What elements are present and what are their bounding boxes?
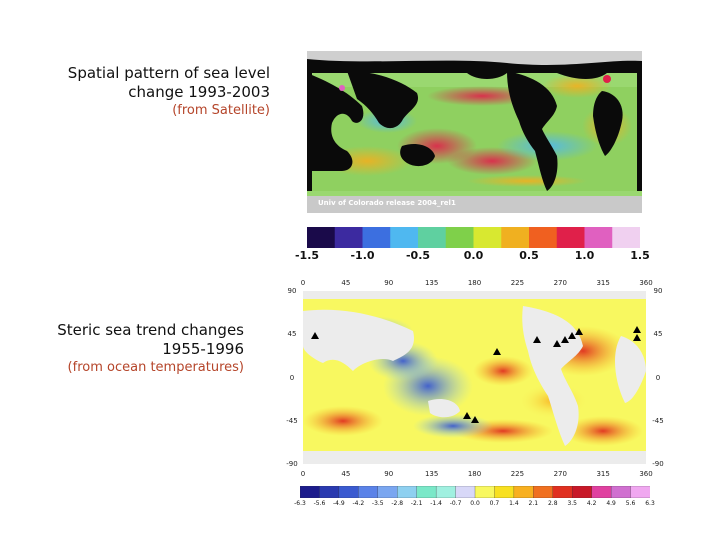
colorbar-label: 4.2 — [586, 500, 597, 507]
colorbar-swatch — [612, 227, 640, 248]
colorbar-swatch — [377, 486, 398, 498]
colorbar-swatch — [397, 486, 418, 498]
colorbar-label: 4.9 — [606, 500, 616, 507]
map-credit: Univ of Colorado release 2004_rel1 — [318, 199, 456, 207]
colorbar-label: -5.6 — [313, 500, 326, 507]
colorbar-label: 0.0 — [463, 249, 484, 262]
colorbar-swatch — [390, 227, 419, 248]
colorbar-swatch — [474, 486, 496, 498]
colorbar-swatch — [362, 227, 391, 248]
top-axis-tick: 45 — [341, 279, 351, 287]
colorbar-swatch — [473, 227, 502, 248]
top-axis-tick: 90 — [384, 279, 394, 287]
bottom-axis-tick: 270 — [553, 470, 567, 478]
colorbar-swatch — [416, 486, 437, 498]
satellite-colorbar-labels: -1.5 -1.0 -0.5 0.0 0.5 1.0 1.5 — [295, 249, 650, 263]
right-axis-tick: 90 — [653, 287, 663, 295]
steric-sea-trend-map — [303, 291, 646, 464]
colorbar-swatch — [572, 486, 593, 498]
left-axis-tick: 45 — [287, 330, 297, 339]
bottom-axis-tick: 315 — [596, 470, 610, 478]
right-axis-tick: 45 — [653, 330, 663, 339]
colorbar-swatch — [533, 486, 554, 498]
colorbar-label: 1.0 — [574, 249, 595, 262]
satellite-caption-source: (from Satellite) — [172, 103, 270, 118]
steric-caption-line1: Steric sea trend changes — [57, 321, 244, 339]
colorbar-swatch — [300, 486, 321, 498]
colorbar-swatch — [307, 227, 336, 248]
colorbar-label: -2.1 — [410, 500, 423, 507]
bottom-axis-tick: 0 — [300, 470, 306, 478]
colorbar-label: 0.7 — [489, 500, 500, 507]
bottom-axis-tick: 135 — [424, 470, 439, 478]
colorbar-label: -1.0 — [350, 249, 375, 262]
top-axis-tick: 0 — [300, 279, 306, 287]
colorbar-label: -6.3 — [294, 500, 306, 507]
left-axis-tick: 0 — [289, 373, 295, 382]
satellite-caption-line2: change 1993-2003 — [128, 83, 270, 101]
left-axis-tick: 90 — [287, 287, 297, 295]
top-axis-tick: 225 — [510, 279, 525, 287]
colorbar-swatch — [435, 486, 457, 498]
bottom-axis-tick: 90 — [384, 470, 394, 478]
colorbar-swatch — [501, 227, 530, 248]
steric-colorbar — [300, 486, 650, 498]
colorbar-label: -2.8 — [391, 500, 404, 507]
top-axis-tick: 315 — [596, 279, 610, 287]
colorbar-swatch — [556, 227, 585, 248]
bottom-axis-tick: 45 — [341, 470, 351, 478]
colorbar-swatch — [630, 486, 650, 498]
colorbar-swatch — [418, 227, 447, 248]
satellite-sea-level-map — [307, 51, 642, 213]
bottom-axis-tick: 180 — [467, 470, 482, 478]
colorbar-label: 0.5 — [519, 249, 539, 262]
colorbar-label: 5.6 — [625, 500, 636, 507]
steric-colorbar-labels: -6.3 -5.6 -4.9 -4.2 -3.5 -2.8 -2.1 -1.4 -0.7 0.0 0… — [294, 500, 656, 510]
right-axis-tick: 0 — [655, 373, 661, 382]
satellite-caption-line1: Spatial pattern of sea level — [67, 64, 270, 82]
bottom-axis-tick: 225 — [510, 470, 525, 478]
colorbar-label: 0.0 — [470, 500, 480, 507]
top-axis-tick: 270 — [553, 279, 567, 287]
right-axis-tick: -90 — [652, 460, 664, 468]
bottom-axis-tick: 360 — [639, 470, 653, 478]
top-axis-tick: 360 — [639, 279, 653, 287]
colorbar-swatch — [334, 227, 363, 248]
colorbar-swatch — [591, 486, 612, 498]
colorbar-swatch — [584, 227, 613, 248]
satellite-caption: Spatial pattern of sea level change 1993… — [20, 64, 270, 119]
steric-caption-source: (from ocean temperatures) — [67, 360, 244, 375]
colorbar-swatch — [610, 486, 632, 498]
left-axis-tick: -90 — [286, 460, 298, 468]
colorbar-swatch — [513, 486, 534, 498]
right-axis-tick: -45 — [652, 416, 664, 425]
colorbar-label: 2.8 — [547, 500, 558, 507]
colorbar-label: -1.4 — [430, 500, 442, 507]
colorbar-label: -4.9 — [333, 500, 345, 507]
satellite-colorbar — [307, 227, 640, 248]
colorbar-label: 1.4 — [509, 500, 519, 507]
colorbar-label: 2.1 — [528, 500, 539, 507]
colorbar-label: -4.2 — [352, 500, 365, 507]
colorbar-label: 3.5 — [567, 500, 577, 507]
colorbar-label: -0.5 — [405, 249, 431, 262]
colorbar-label: -3.5 — [371, 500, 384, 507]
colorbar-label: 1.5 — [630, 249, 650, 262]
colorbar-label: -0.7 — [449, 500, 462, 507]
colorbar-label: 6.3 — [645, 500, 655, 507]
colorbar-label: -1.5 — [294, 249, 320, 262]
top-axis-tick: 180 — [467, 279, 482, 287]
steric-caption: Steric sea trend changes 1955-1996 (from… — [10, 321, 244, 376]
top-axis-tick: 135 — [424, 279, 439, 287]
colorbar-swatch — [455, 486, 476, 498]
colorbar-swatch — [529, 227, 558, 248]
colorbar-swatch — [552, 486, 573, 498]
left-axis-tick: -45 — [286, 416, 298, 425]
colorbar-swatch — [319, 486, 340, 498]
colorbar-swatch — [494, 486, 515, 498]
colorbar-swatch — [445, 227, 474, 248]
colorbar-swatch — [338, 486, 359, 498]
colorbar-swatch — [358, 486, 379, 498]
steric-caption-line2: 1955-1996 — [162, 340, 244, 358]
